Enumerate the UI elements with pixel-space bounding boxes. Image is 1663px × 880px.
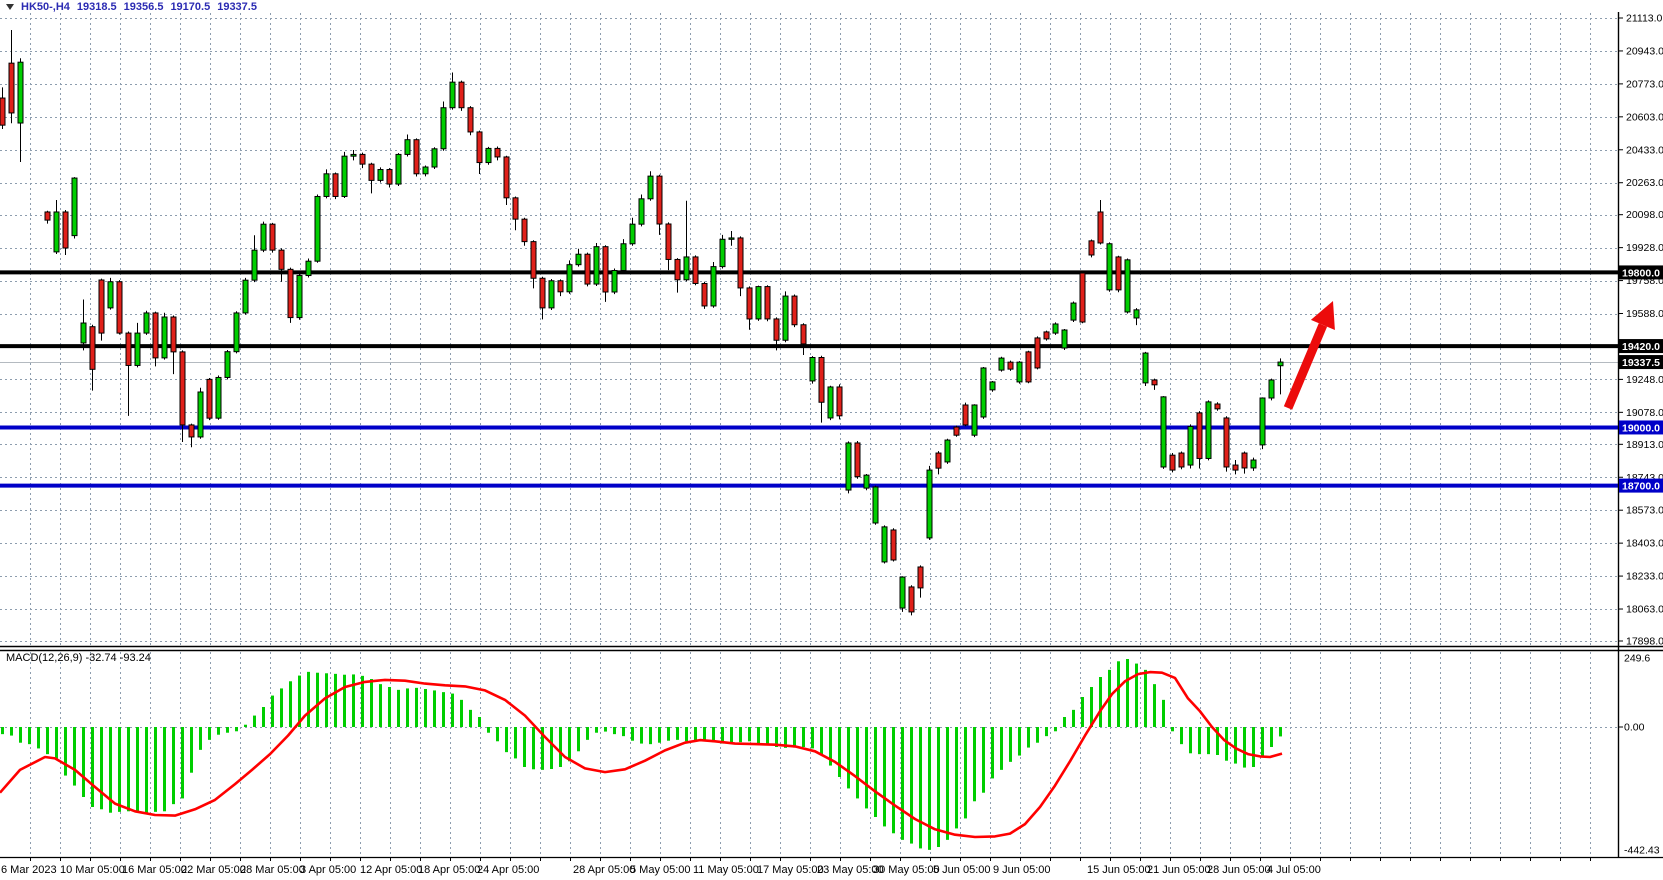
svg-text:18233.0: 18233.0 xyxy=(1626,571,1663,583)
price-badge-19420.0 xyxy=(1619,339,1663,354)
time-label: 4 Jul 05:00 xyxy=(1267,864,1321,876)
svg-text:19800.0: 19800.0 xyxy=(1622,267,1660,279)
svg-text:-442.43: -442.43 xyxy=(1624,844,1660,856)
time-label: 21 Jun 05:00 xyxy=(1147,864,1211,876)
candles-layer xyxy=(0,30,1284,616)
time-label: 23 May 05:00 xyxy=(817,864,884,876)
time-label: 22 Mar 05:00 xyxy=(181,864,246,876)
svg-text:249.6: 249.6 xyxy=(1624,653,1650,665)
svg-text:18403.0: 18403.0 xyxy=(1626,538,1663,550)
macd-signal-line xyxy=(0,670,1283,839)
price-badge-19000.0 xyxy=(1619,420,1663,435)
svg-text:19337.5: 19337.5 xyxy=(1622,357,1660,369)
svg-text:19000.0: 19000.0 xyxy=(1622,422,1660,434)
time-label: 5 May 05:00 xyxy=(630,864,691,876)
time-label: 11 May 05:00 xyxy=(693,864,759,876)
ohlc-high: 19356.5 xyxy=(123,1,164,13)
time-label: 6 Mar 2023 xyxy=(1,864,57,876)
grid-layer xyxy=(0,13,1618,856)
svg-text:20098.0: 20098.0 xyxy=(1626,209,1663,221)
ohlc-close: 19337.5 xyxy=(217,1,257,13)
svg-text:17898.0: 17898.0 xyxy=(1626,636,1663,648)
time-label: 24 Apr 05:00 xyxy=(477,864,539,876)
time-label: 17 May 05:00 xyxy=(757,864,824,876)
level-lines-layer xyxy=(0,270,1618,488)
time-label: 28 Mar 05:00 xyxy=(240,864,305,876)
time-label: 15 Jun 05:00 xyxy=(1087,864,1151,876)
symbol-period-label: HK50-,H4 xyxy=(21,1,70,13)
ohlc-low: 19170.5 xyxy=(170,1,211,13)
time-label: 5 Jun 05:00 xyxy=(933,864,991,876)
svg-text:18063.0: 18063.0 xyxy=(1626,604,1663,616)
svg-text:19078.0: 19078.0 xyxy=(1626,407,1663,419)
macd-layer xyxy=(0,659,1283,850)
svg-text:0.00: 0.00 xyxy=(1624,722,1645,734)
price-badge-19337.5 xyxy=(1619,355,1663,370)
svg-text:19420.0: 19420.0 xyxy=(1622,341,1660,353)
time-label: 12 Apr 05:00 xyxy=(360,864,422,876)
svg-text:20773.0: 20773.0 xyxy=(1626,78,1663,90)
macd-indicator-label: MACD(12,26,9) -32.74 -93.24 xyxy=(6,652,151,664)
svg-text:20943.0: 20943.0 xyxy=(1626,45,1663,57)
svg-text:18700.0: 18700.0 xyxy=(1622,481,1660,493)
svg-text:20433.0: 20433.0 xyxy=(1626,144,1663,156)
price-badge-18700.0 xyxy=(1619,478,1663,493)
time-label: 3 Apr 05:00 xyxy=(300,864,356,876)
panel-borders xyxy=(0,12,1663,859)
dropdown-triangle-icon[interactable] xyxy=(6,4,14,10)
svg-text:18573.0: 18573.0 xyxy=(1626,505,1663,517)
svg-text:19248.0: 19248.0 xyxy=(1626,374,1663,386)
time-label: 28 Apr 05:00 xyxy=(573,864,635,876)
trend-arrow-annotation[interactable] xyxy=(1283,301,1335,410)
ohlc-open: 19318.5 xyxy=(76,1,117,13)
time-label: 10 Mar 05:00 xyxy=(60,864,125,876)
svg-text:19588.0: 19588.0 xyxy=(1626,308,1663,320)
time-label: 30 May 05:00 xyxy=(873,864,940,876)
svg-text:19928.0: 19928.0 xyxy=(1626,242,1663,254)
time-label: 16 Mar 05:00 xyxy=(122,864,187,876)
time-label: 18 Apr 05:00 xyxy=(418,864,480,876)
svg-text:20603.0: 20603.0 xyxy=(1626,111,1663,123)
svg-text:20263.0: 20263.0 xyxy=(1626,177,1663,189)
price-badge-19800.0 xyxy=(1619,265,1663,280)
svg-text:18913.0: 18913.0 xyxy=(1626,439,1663,451)
time-label: 28 Jun 05:00 xyxy=(1207,864,1271,876)
price-scale[interactable]: 21113.0 20943.0 20773.0 20603.0 20433.0 20263… xyxy=(1618,13,1663,857)
time-label: 9 Jun 05:00 xyxy=(993,864,1051,876)
svg-text:21113.0: 21113.0 xyxy=(1626,13,1663,25)
chart-title: HK50-,H4 19318.5 19356.5 19170.5 19337.5 xyxy=(6,1,264,13)
